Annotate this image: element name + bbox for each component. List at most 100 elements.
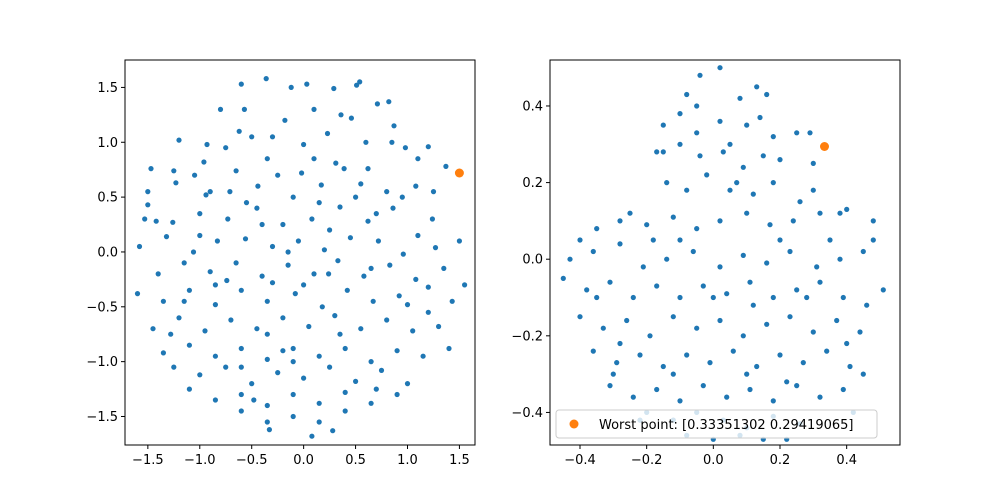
data-point	[186, 386, 192, 392]
data-point	[794, 287, 800, 293]
data-point	[750, 191, 756, 197]
data-point	[330, 428, 336, 434]
data-point	[204, 141, 210, 148]
y-tick-label: 1.0	[97, 136, 118, 151]
data-point	[724, 394, 730, 400]
data-point	[647, 333, 653, 339]
data-point	[449, 298, 455, 304]
data-point	[155, 271, 161, 277]
y-tick-label: 0.0	[522, 253, 543, 268]
data-point	[264, 356, 270, 362]
data-point	[275, 172, 281, 178]
x-tick-label: −0.5	[236, 453, 268, 468]
data-point	[148, 166, 154, 172]
data-point	[834, 317, 840, 324]
data-point	[594, 294, 600, 301]
data-point	[259, 273, 265, 279]
data-point	[425, 284, 431, 290]
data-point	[704, 172, 710, 178]
data-point	[342, 345, 348, 352]
data-point	[134, 291, 141, 297]
y-tick-label: −0.4	[511, 406, 543, 421]
data-point	[238, 287, 244, 293]
data-point	[290, 194, 296, 200]
data-point	[370, 298, 376, 304]
x-tick-label: 0.5	[345, 453, 366, 468]
data-point	[311, 271, 317, 277]
data-point	[443, 163, 449, 169]
data-point	[290, 391, 296, 398]
data-point	[212, 397, 218, 403]
data-point	[391, 123, 397, 129]
data-point	[160, 298, 166, 304]
data-point	[309, 216, 315, 222]
data-point	[269, 243, 276, 250]
data-point	[727, 141, 733, 147]
data-point	[425, 144, 431, 150]
data-point	[670, 371, 676, 377]
data-point	[181, 298, 187, 304]
data-point	[694, 103, 700, 109]
data-point	[584, 287, 590, 293]
data-point	[233, 168, 239, 174]
data-point	[757, 114, 763, 121]
data-point	[600, 325, 606, 331]
data-point	[390, 205, 396, 211]
data-point	[197, 211, 203, 217]
data-point	[404, 381, 411, 387]
data-point	[311, 156, 317, 162]
data-point	[361, 273, 367, 279]
right-plot-legend: Worst point: [0.33351302 0.29419065]	[555, 409, 878, 439]
data-point	[266, 427, 272, 433]
data-point	[737, 95, 743, 101]
data-point	[670, 314, 676, 320]
data-point	[694, 226, 700, 232]
data-point	[378, 367, 385, 373]
data-point	[170, 219, 176, 225]
x-tick-label: 0.2	[770, 453, 791, 468]
data-point	[654, 283, 660, 289]
data-point	[677, 141, 683, 147]
data-point	[238, 345, 244, 352]
data-point	[212, 282, 218, 288]
data-point	[717, 218, 723, 224]
data-point	[790, 218, 796, 224]
data-point	[654, 386, 660, 393]
right-scatter-plot: −0.4 −0.2 0.0 0.2 0.4 −0.4 −0.2 0.0 0.2 0.4 Wors…	[511, 59, 901, 468]
y-tick-label: 0.5	[97, 191, 118, 206]
data-point	[840, 386, 846, 393]
data-point	[730, 348, 736, 354]
data-point	[810, 187, 816, 193]
data-point	[610, 371, 616, 377]
right-plot-frame	[549, 59, 901, 446]
data-point	[425, 309, 431, 315]
data-point	[280, 348, 286, 354]
data-point	[744, 122, 750, 128]
data-point	[176, 315, 182, 321]
left-plot-points	[134, 76, 468, 439]
data-point	[864, 302, 870, 308]
data-point	[337, 204, 343, 210]
data-point	[764, 321, 770, 327]
worst-point	[820, 142, 829, 151]
data-point	[734, 180, 740, 186]
data-point	[787, 248, 793, 255]
data-point	[282, 117, 288, 123]
data-point	[740, 333, 746, 339]
data-point	[400, 251, 406, 257]
legend-label: Worst point: [0.33351302 0.29419065]	[599, 418, 853, 433]
data-point	[810, 160, 816, 166]
data-point	[171, 364, 177, 370]
data-point	[238, 81, 244, 87]
data-point	[342, 408, 348, 414]
data-point	[567, 256, 573, 262]
data-point	[577, 314, 583, 320]
data-point	[197, 372, 203, 378]
data-point	[396, 293, 402, 299]
data-point	[304, 81, 310, 87]
data-point	[660, 122, 666, 128]
data-point	[316, 200, 322, 206]
data-point	[399, 194, 405, 200]
data-point	[660, 149, 666, 155]
data-point	[327, 364, 333, 370]
